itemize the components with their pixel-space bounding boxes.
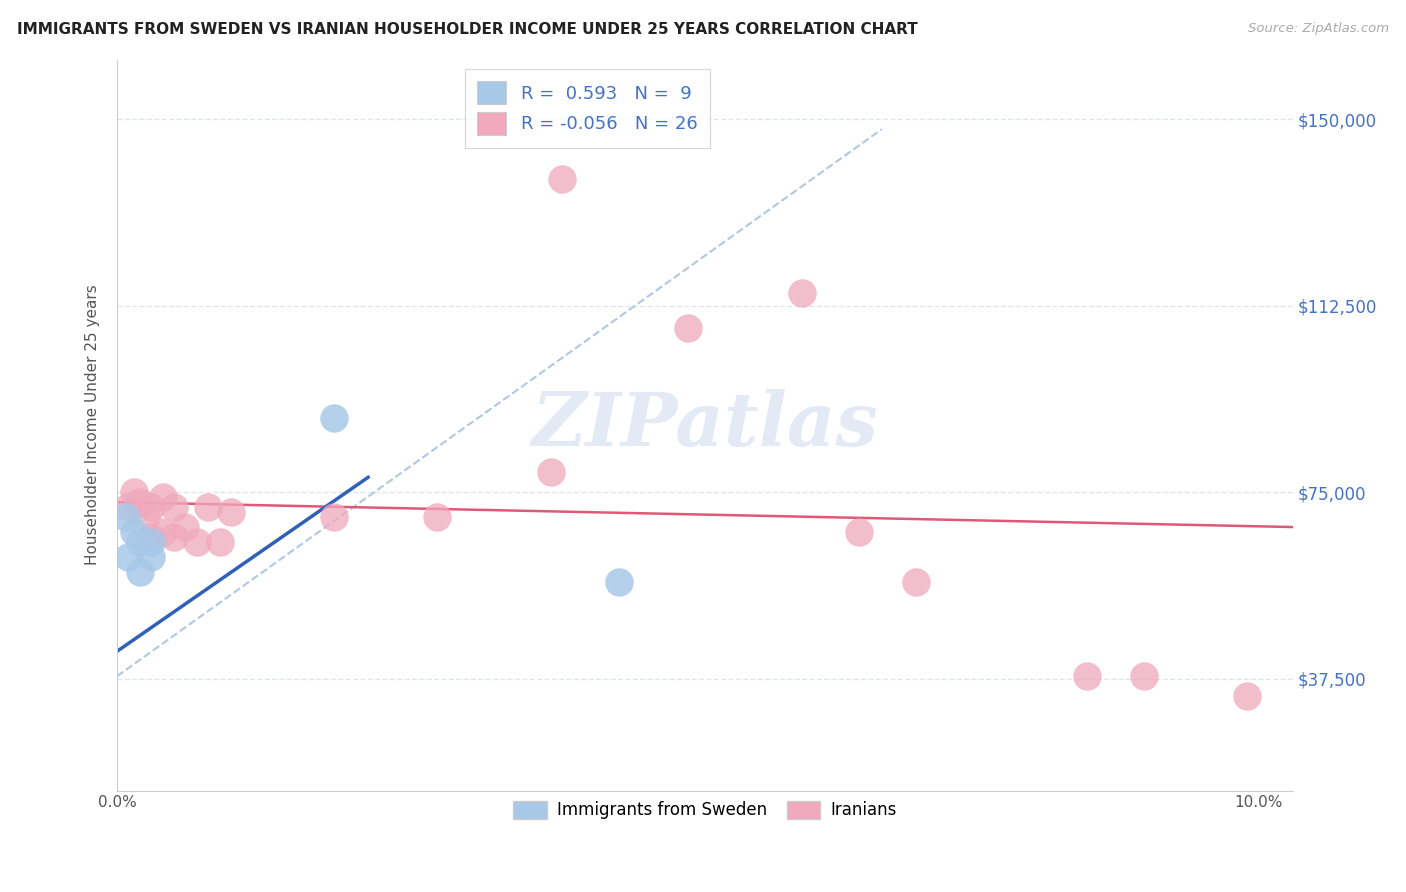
Point: [117, 549, 139, 564]
Point: [607, 574, 630, 589]
Point: [322, 410, 344, 425]
Point: [551, 172, 574, 186]
Point: [152, 524, 174, 539]
Point: [163, 530, 186, 544]
Point: [197, 500, 219, 515]
Point: [208, 535, 231, 549]
Text: ZIPatlas: ZIPatlas: [531, 389, 879, 461]
Point: [540, 466, 562, 480]
Point: [1236, 689, 1258, 703]
Legend: Immigrants from Sweden, Iranians: Immigrants from Sweden, Iranians: [506, 794, 903, 826]
Point: [163, 500, 186, 515]
Point: [676, 321, 699, 335]
Point: [426, 510, 449, 524]
Point: [152, 490, 174, 504]
Point: [122, 524, 145, 539]
Text: IMMIGRANTS FROM SWEDEN VS IRANIAN HOUSEHOLDER INCOME UNDER 25 YEARS CORRELATION : IMMIGRANTS FROM SWEDEN VS IRANIAN HOUSEH…: [17, 22, 918, 37]
Point: [134, 510, 156, 524]
Point: [141, 500, 163, 515]
Point: [141, 549, 163, 564]
Point: [128, 495, 150, 509]
Point: [905, 574, 928, 589]
Point: [186, 535, 208, 549]
Point: [174, 520, 197, 534]
Point: [848, 524, 870, 539]
Point: [219, 505, 242, 519]
Text: Source: ZipAtlas.com: Source: ZipAtlas.com: [1249, 22, 1389, 36]
Point: [1076, 669, 1098, 683]
Point: [141, 530, 163, 544]
Point: [122, 485, 145, 500]
Point: [128, 535, 150, 549]
Point: [141, 535, 163, 549]
Point: [1133, 669, 1156, 683]
Point: [322, 510, 344, 524]
Y-axis label: Householder Income Under 25 years: Householder Income Under 25 years: [86, 285, 100, 566]
Point: [115, 510, 138, 524]
Point: [790, 286, 813, 301]
Point: [128, 565, 150, 579]
Point: [117, 500, 139, 515]
